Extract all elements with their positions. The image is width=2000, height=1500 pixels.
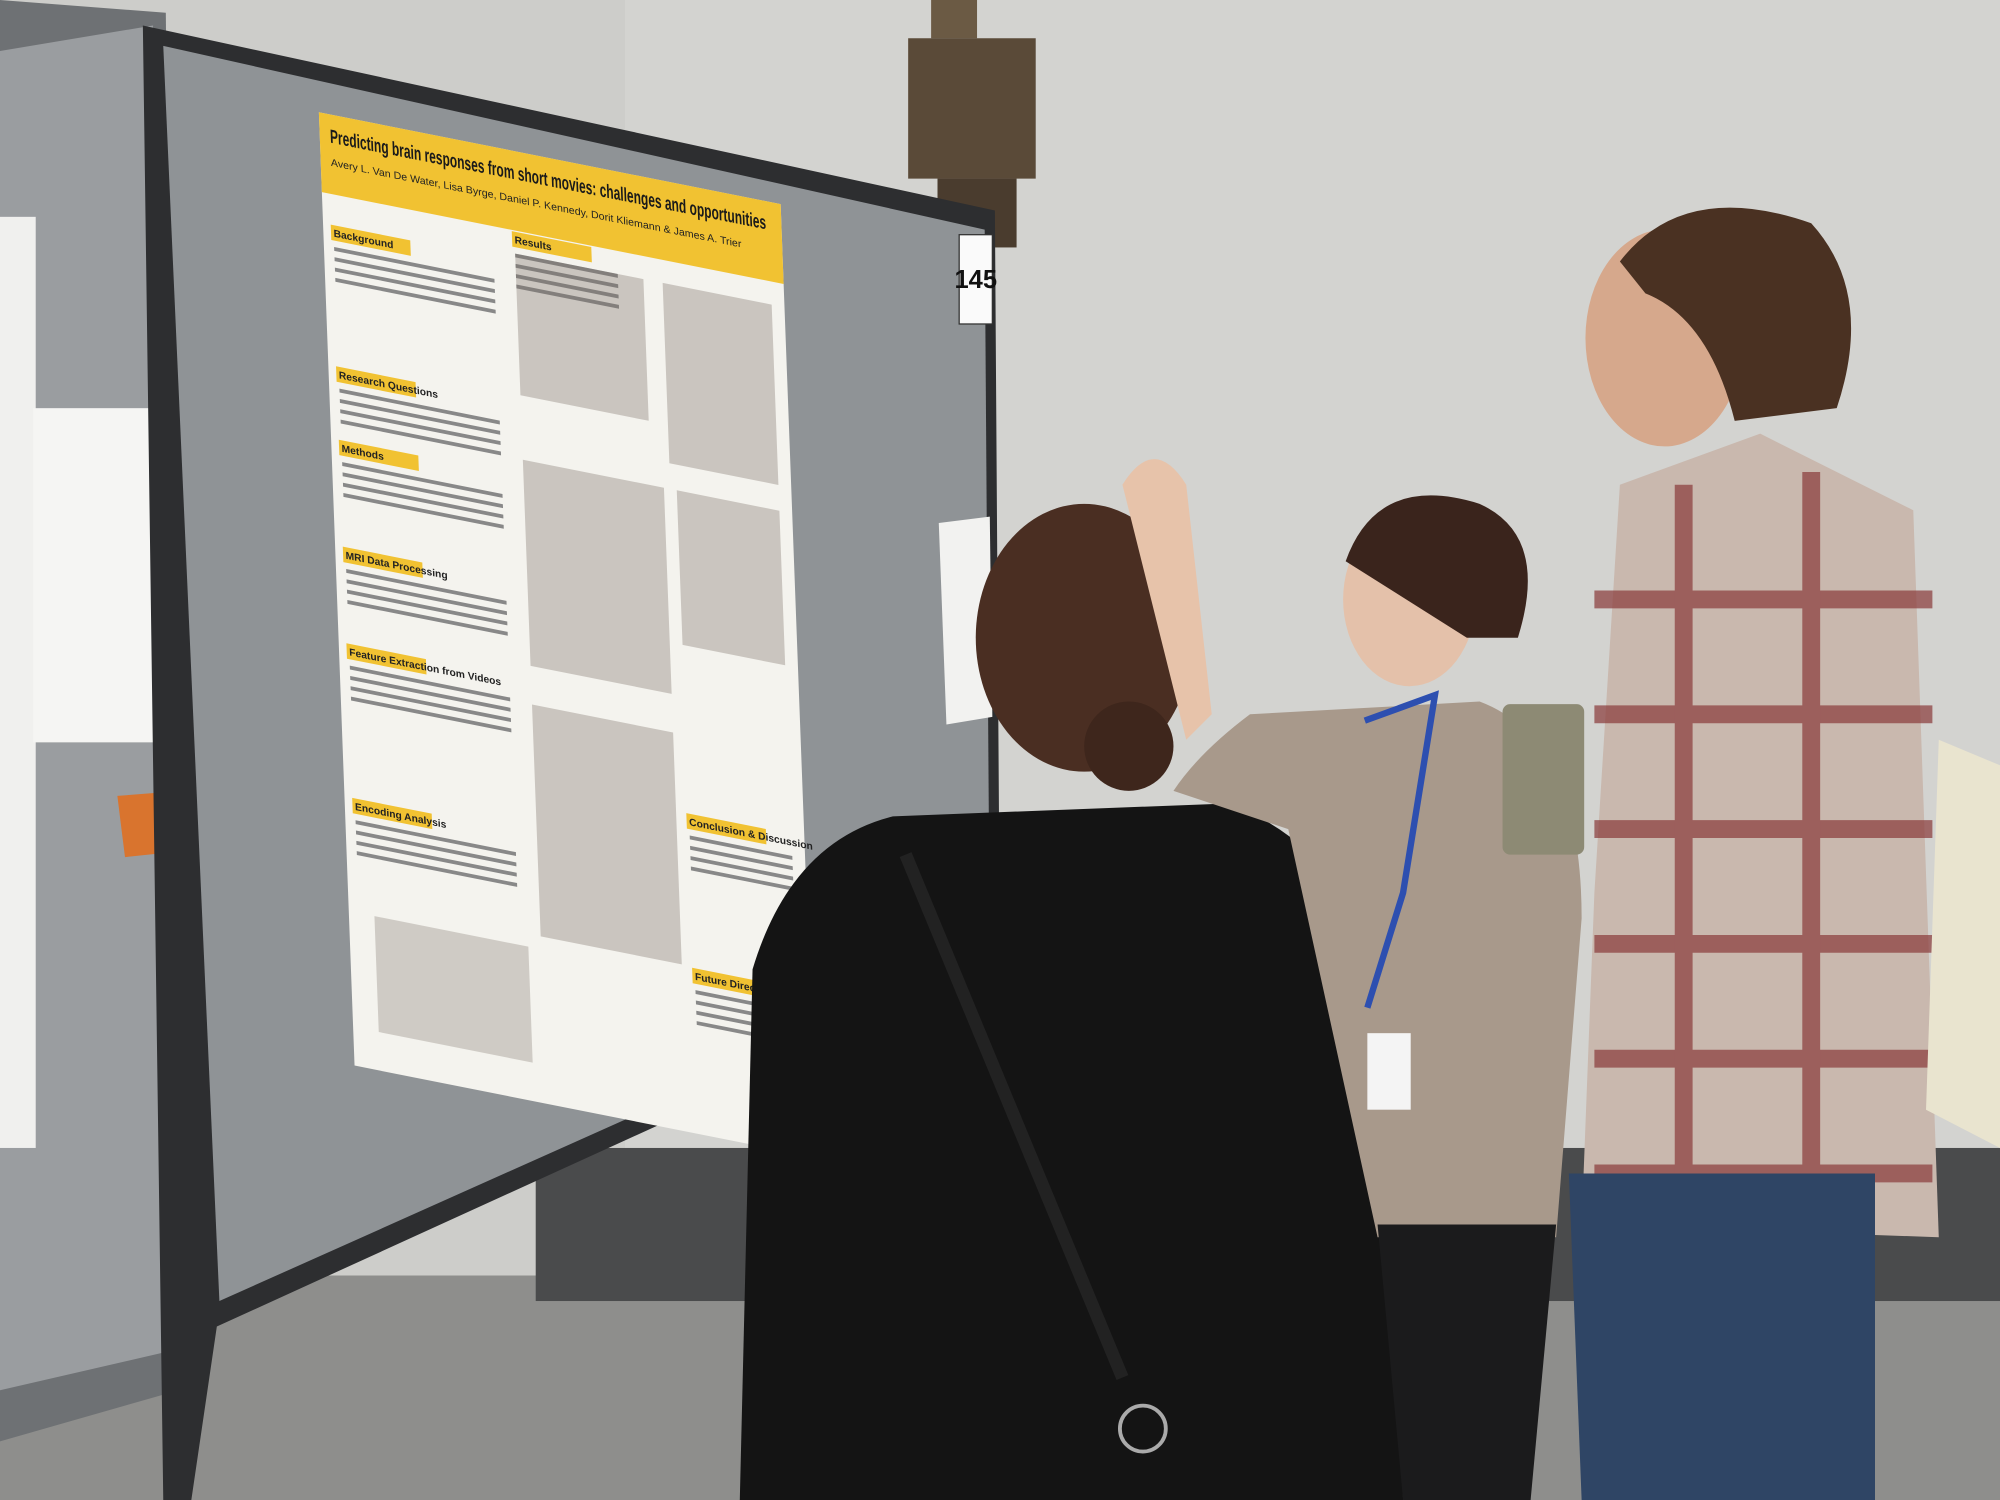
person-hair-bun xyxy=(1084,701,1174,791)
lanyard xyxy=(1363,690,1439,1009)
person-black-coat xyxy=(739,803,1404,1500)
section-tag xyxy=(336,366,417,398)
person-hair xyxy=(1619,207,1852,421)
person-hand xyxy=(1122,459,1212,740)
poster-sheet xyxy=(318,112,817,1158)
text-line xyxy=(356,840,517,877)
poster: Predicting brain responses from short mo… xyxy=(318,112,817,1158)
text-line xyxy=(340,409,501,446)
badge xyxy=(1367,1033,1411,1110)
figures xyxy=(374,253,786,1063)
section-tag xyxy=(686,813,767,845)
text-line xyxy=(334,257,495,294)
sheet xyxy=(938,516,993,725)
neighbor-poster xyxy=(0,216,36,1148)
text-line xyxy=(356,851,518,887)
text-line xyxy=(342,462,503,498)
sheet xyxy=(33,408,171,743)
board-number-card xyxy=(958,234,993,325)
lamp-stem xyxy=(931,0,978,39)
text-line xyxy=(515,253,618,278)
text-line xyxy=(355,820,517,857)
section-tag xyxy=(346,643,427,675)
cup xyxy=(1502,704,1585,855)
text-line xyxy=(339,398,501,435)
text-line xyxy=(346,579,508,616)
lamp-shade xyxy=(908,38,1036,179)
text-line xyxy=(346,569,507,605)
text-line xyxy=(690,866,794,891)
bag-strap xyxy=(899,852,1129,1380)
text-line xyxy=(339,388,500,425)
tote-bag xyxy=(1926,739,2000,1148)
text-line xyxy=(350,696,512,733)
plaid-pattern xyxy=(1594,471,1933,1225)
board-number: 145 xyxy=(954,266,997,294)
section-tag xyxy=(511,231,592,263)
section-tag xyxy=(338,439,419,471)
text-line xyxy=(349,665,511,702)
text-line xyxy=(334,246,495,283)
section-tag xyxy=(352,797,433,830)
section-tag xyxy=(342,546,423,578)
text-line xyxy=(346,589,508,626)
text-line xyxy=(347,599,508,636)
text-line xyxy=(342,482,504,519)
text-line xyxy=(334,267,496,304)
text-line xyxy=(343,493,504,529)
text-line xyxy=(340,419,502,456)
text-line xyxy=(515,274,619,299)
text-line xyxy=(515,263,619,289)
person-hair xyxy=(1345,495,1528,638)
text-line xyxy=(335,277,496,314)
text-line xyxy=(355,830,517,867)
text-line xyxy=(342,472,504,509)
text-line xyxy=(690,845,793,871)
person-jeans xyxy=(1568,1173,1875,1500)
text-line xyxy=(350,675,511,712)
text-line xyxy=(690,856,794,881)
bag-ring xyxy=(1117,1403,1168,1454)
text-line xyxy=(689,835,793,860)
section-tag xyxy=(330,224,411,256)
person-pants xyxy=(1377,1224,1557,1500)
text-line xyxy=(516,284,620,309)
text-line xyxy=(350,686,512,723)
poster-header xyxy=(318,112,784,284)
